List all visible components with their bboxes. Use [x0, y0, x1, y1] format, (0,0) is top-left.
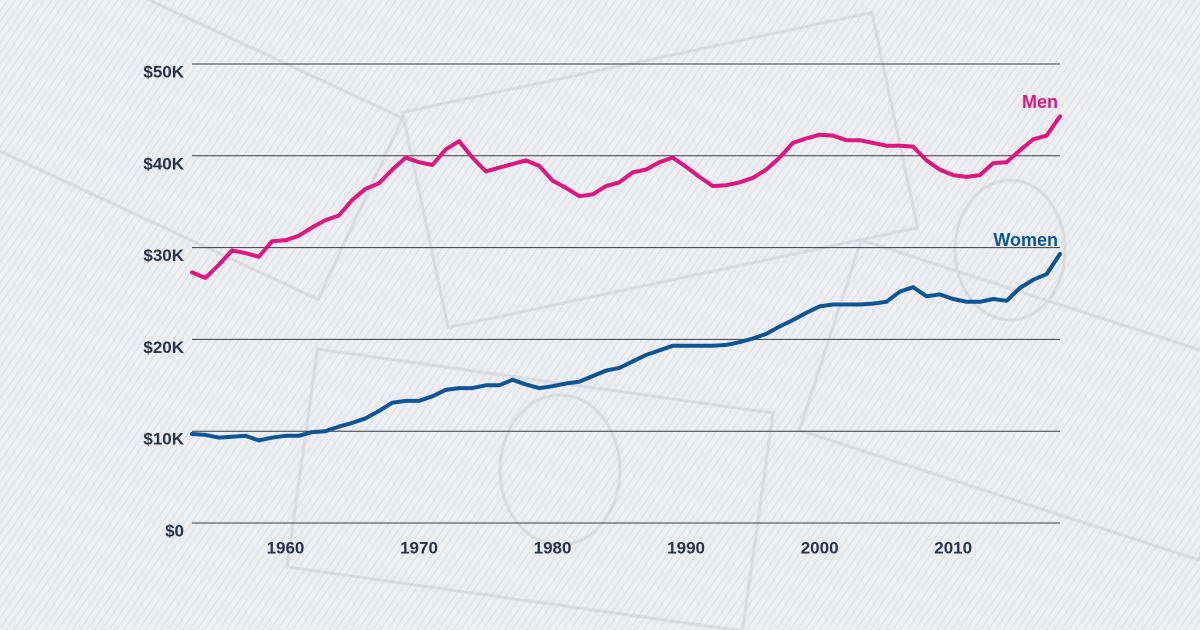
y-tick-label: $30K	[143, 246, 184, 265]
x-tick-label: 1980	[534, 538, 572, 557]
x-tick-label: 2000	[801, 538, 839, 557]
x-tick-label: 2010	[934, 538, 972, 557]
y-tick-label: $10K	[143, 430, 184, 449]
series-label: Women	[993, 230, 1058, 250]
y-tick-label: $0	[165, 521, 184, 540]
series-line	[190, 252, 1062, 443]
x-tick-label: 1970	[400, 538, 438, 557]
y-tick-label: $40K	[143, 154, 184, 173]
x-tick-label: 1960	[267, 538, 305, 557]
series-label: Men	[1022, 92, 1058, 112]
x-tick-label: 1990	[667, 538, 705, 557]
y-tick-label: $20K	[143, 338, 184, 357]
y-tick-label: $50K	[143, 62, 184, 81]
series-line	[190, 114, 1062, 280]
